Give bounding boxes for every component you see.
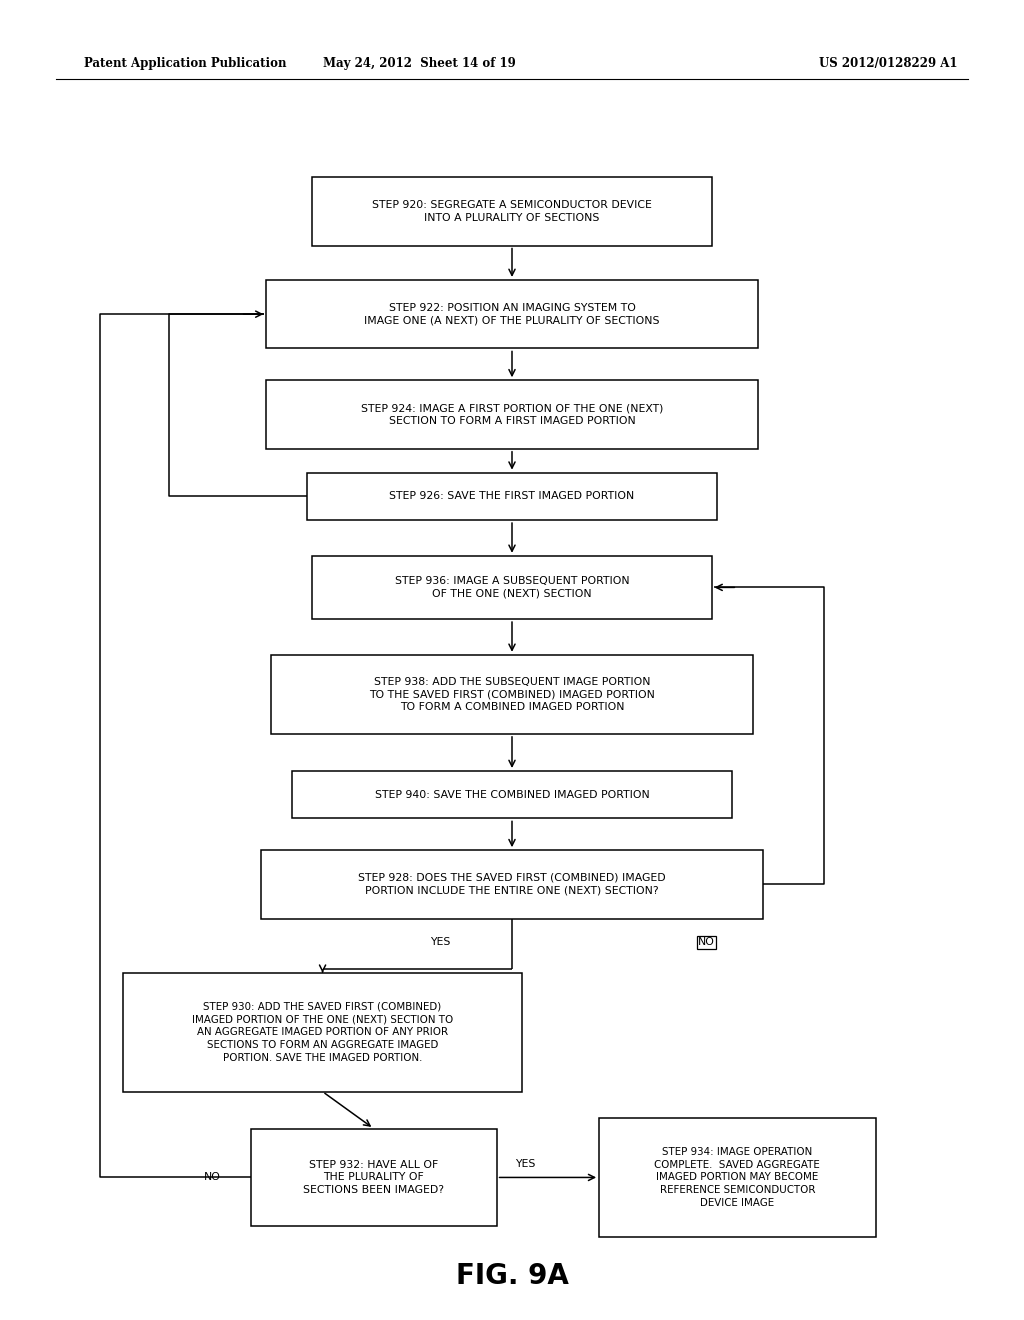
Text: STEP 930: ADD THE SAVED FIRST (COMBINED)
IMAGED PORTION OF THE ONE (NEXT) SECTIO: STEP 930: ADD THE SAVED FIRST (COMBINED)… [191, 1002, 454, 1063]
FancyBboxPatch shape [312, 177, 712, 246]
Text: US 2012/0128229 A1: US 2012/0128229 A1 [819, 57, 957, 70]
FancyBboxPatch shape [599, 1118, 876, 1237]
Text: NO: NO [698, 937, 715, 948]
Text: STEP 932: HAVE ALL OF
THE PLURALITY OF
SECTIONS BEEN IMAGED?: STEP 932: HAVE ALL OF THE PLURALITY OF S… [303, 1160, 444, 1195]
FancyBboxPatch shape [266, 280, 758, 348]
Text: STEP 936: IMAGE A SUBSEQUENT PORTION
OF THE ONE (NEXT) SECTION: STEP 936: IMAGE A SUBSEQUENT PORTION OF … [394, 576, 630, 599]
Text: YES: YES [430, 937, 451, 948]
Text: STEP 938: ADD THE SUBSEQUENT IMAGE PORTION
TO THE SAVED FIRST (COMBINED) IMAGED : STEP 938: ADD THE SUBSEQUENT IMAGE PORTI… [369, 677, 655, 711]
FancyBboxPatch shape [261, 850, 763, 919]
Text: Patent Application Publication: Patent Application Publication [84, 57, 287, 70]
Text: May 24, 2012  Sheet 14 of 19: May 24, 2012 Sheet 14 of 19 [324, 57, 516, 70]
FancyBboxPatch shape [271, 655, 753, 734]
Text: STEP 934: IMAGE OPERATION
COMPLETE.  SAVED AGGREGATE
IMAGED PORTION MAY BECOME
R: STEP 934: IMAGE OPERATION COMPLETE. SAVE… [654, 1147, 820, 1208]
Text: STEP 920: SEGREGATE A SEMICONDUCTOR DEVICE
INTO A PLURALITY OF SECTIONS: STEP 920: SEGREGATE A SEMICONDUCTOR DEVI… [372, 199, 652, 223]
Text: STEP 928: DOES THE SAVED FIRST (COMBINED) IMAGED
PORTION INCLUDE THE ENTIRE ONE : STEP 928: DOES THE SAVED FIRST (COMBINED… [358, 873, 666, 896]
FancyBboxPatch shape [123, 973, 522, 1092]
Text: STEP 924: IMAGE A FIRST PORTION OF THE ONE (NEXT)
SECTION TO FORM A FIRST IMAGED: STEP 924: IMAGE A FIRST PORTION OF THE O… [360, 403, 664, 426]
Text: FIG. 9A: FIG. 9A [456, 1262, 568, 1291]
Text: YES: YES [515, 1159, 536, 1170]
FancyBboxPatch shape [307, 473, 717, 520]
Text: NO: NO [204, 1172, 220, 1183]
Text: STEP 926: SAVE THE FIRST IMAGED PORTION: STEP 926: SAVE THE FIRST IMAGED PORTION [389, 491, 635, 502]
FancyBboxPatch shape [251, 1129, 497, 1226]
FancyBboxPatch shape [266, 380, 758, 449]
Text: STEP 922: POSITION AN IMAGING SYSTEM TO
IMAGE ONE (A NEXT) OF THE PLURALITY OF S: STEP 922: POSITION AN IMAGING SYSTEM TO … [365, 302, 659, 326]
Text: STEP 940: SAVE THE COMBINED IMAGED PORTION: STEP 940: SAVE THE COMBINED IMAGED PORTI… [375, 789, 649, 800]
FancyBboxPatch shape [312, 556, 712, 619]
FancyBboxPatch shape [292, 771, 732, 818]
